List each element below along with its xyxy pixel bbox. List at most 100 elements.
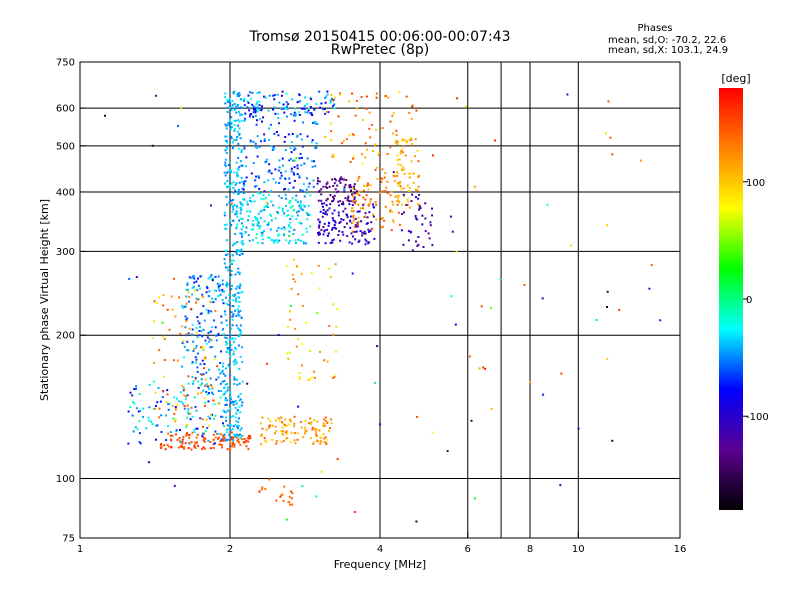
data-point bbox=[323, 441, 326, 443]
data-point bbox=[261, 233, 264, 235]
data-point bbox=[290, 170, 293, 173]
data-point bbox=[237, 344, 240, 347]
data-point bbox=[305, 177, 308, 180]
data-point bbox=[163, 359, 166, 361]
data-point bbox=[178, 437, 181, 439]
data-point bbox=[301, 208, 304, 211]
data-point bbox=[247, 219, 249, 222]
data-point bbox=[241, 401, 244, 404]
data-point bbox=[296, 438, 299, 441]
data-point bbox=[299, 133, 302, 136]
data-point bbox=[147, 416, 150, 419]
data-point bbox=[309, 417, 312, 420]
data-point bbox=[364, 238, 367, 241]
data-point bbox=[252, 108, 255, 111]
data-point bbox=[235, 161, 238, 164]
data-point bbox=[187, 412, 190, 415]
data-point bbox=[276, 93, 279, 96]
data-point bbox=[650, 264, 653, 267]
data-point bbox=[188, 433, 191, 436]
data-point bbox=[290, 151, 293, 154]
data-point bbox=[314, 165, 317, 168]
data-point bbox=[303, 104, 306, 107]
data-point bbox=[226, 428, 228, 431]
data-point bbox=[259, 192, 262, 195]
data-point bbox=[234, 242, 237, 245]
data-point bbox=[323, 418, 326, 421]
data-point bbox=[191, 293, 194, 296]
data-point bbox=[307, 214, 310, 217]
data-point bbox=[273, 132, 276, 135]
data-point bbox=[323, 202, 326, 205]
data-point bbox=[318, 180, 321, 183]
data-point bbox=[212, 438, 215, 441]
data-point bbox=[278, 194, 281, 197]
data-point bbox=[310, 421, 313, 424]
data-point bbox=[232, 360, 235, 363]
data-point bbox=[228, 106, 231, 109]
data-point bbox=[261, 120, 263, 123]
data-point bbox=[231, 315, 234, 318]
data-point bbox=[252, 115, 255, 118]
data-point bbox=[308, 422, 311, 425]
data-point bbox=[210, 278, 213, 281]
data-point bbox=[415, 188, 418, 191]
data-point bbox=[284, 136, 287, 138]
data-point bbox=[271, 424, 274, 427]
data-point bbox=[317, 241, 320, 244]
data-point bbox=[182, 436, 185, 438]
data-point bbox=[200, 382, 203, 385]
data-point bbox=[184, 442, 187, 445]
data-point bbox=[227, 351, 230, 354]
data-point bbox=[320, 188, 323, 191]
data-point bbox=[178, 296, 181, 299]
data-point bbox=[292, 186, 295, 189]
data-point bbox=[349, 215, 352, 218]
data-point bbox=[238, 133, 241, 135]
data-point bbox=[372, 213, 374, 216]
data-point bbox=[231, 259, 234, 262]
data-point bbox=[234, 358, 237, 361]
data-point bbox=[241, 240, 244, 242]
data-point bbox=[263, 229, 266, 232]
data-point bbox=[222, 302, 225, 305]
data-point bbox=[290, 420, 292, 423]
data-point bbox=[201, 418, 204, 421]
data-point bbox=[254, 216, 257, 218]
data-point bbox=[225, 302, 228, 305]
data-point bbox=[226, 348, 229, 351]
data-point bbox=[267, 236, 269, 239]
data-point bbox=[317, 264, 320, 267]
data-point bbox=[281, 207, 284, 210]
data-point bbox=[396, 154, 399, 157]
data-point bbox=[161, 321, 164, 324]
data-point bbox=[310, 141, 313, 144]
data-point bbox=[278, 419, 281, 422]
data-point bbox=[226, 185, 228, 188]
data-point bbox=[296, 214, 299, 217]
data-point bbox=[239, 324, 242, 327]
data-point bbox=[325, 95, 328, 98]
data-point bbox=[350, 232, 353, 235]
data-point bbox=[424, 202, 427, 205]
data-point bbox=[257, 212, 260, 215]
data-point bbox=[294, 114, 297, 117]
data-point bbox=[337, 234, 340, 236]
data-point bbox=[345, 179, 348, 181]
data-point bbox=[523, 284, 526, 286]
data-point bbox=[546, 203, 549, 206]
data-point bbox=[208, 295, 210, 297]
data-point bbox=[415, 217, 417, 220]
data-point bbox=[235, 324, 238, 327]
data-point bbox=[220, 438, 223, 441]
data-point bbox=[193, 444, 196, 447]
data-point bbox=[249, 210, 252, 213]
data-point bbox=[221, 370, 224, 373]
data-point bbox=[277, 226, 280, 229]
data-point bbox=[278, 206, 281, 209]
data-point bbox=[186, 333, 189, 335]
data-point bbox=[304, 426, 307, 429]
data-point bbox=[354, 238, 357, 241]
data-point bbox=[151, 337, 154, 339]
data-point bbox=[262, 116, 265, 119]
